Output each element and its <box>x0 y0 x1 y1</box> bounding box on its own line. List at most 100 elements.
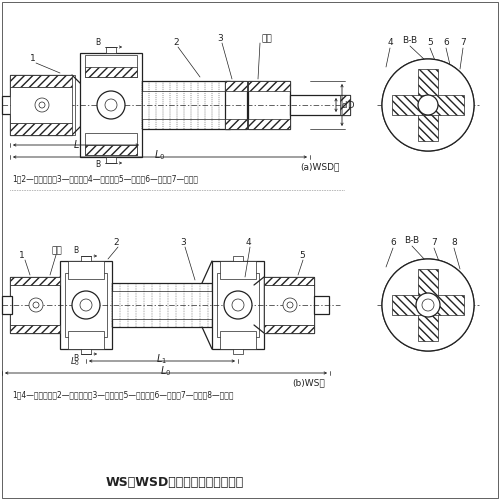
Text: $L_0$: $L_0$ <box>160 364 172 378</box>
Circle shape <box>382 59 474 151</box>
Bar <box>264 285 314 325</box>
Bar <box>112 291 212 319</box>
Bar <box>248 81 290 91</box>
Bar <box>142 91 230 119</box>
Bar <box>65 273 107 337</box>
Text: 标志: 标志 <box>262 34 272 43</box>
Bar <box>225 81 247 129</box>
Bar <box>392 95 464 115</box>
Circle shape <box>33 302 39 308</box>
Text: 4: 4 <box>387 38 393 47</box>
Text: 8: 8 <box>451 238 457 247</box>
Text: WS、WSD型十字轴式万向联轴器: WS、WSD型十字轴式万向联轴器 <box>106 476 244 488</box>
Bar <box>248 81 290 129</box>
Bar <box>392 295 464 315</box>
Text: $L_0$: $L_0$ <box>70 356 80 368</box>
Circle shape <box>287 302 293 308</box>
Text: 1: 1 <box>19 251 25 260</box>
Text: 4: 4 <box>245 238 251 247</box>
Circle shape <box>232 299 244 311</box>
Bar <box>10 75 72 87</box>
Circle shape <box>97 91 125 119</box>
Bar <box>10 325 60 333</box>
Bar <box>65 75 75 135</box>
Text: B: B <box>73 246 78 255</box>
Text: 1、2—半联轴器；3—圆锥销；4—十字轴；5—销钉；6—套筒；7—圆柱销: 1、2—半联轴器；3—圆锥销；4—十字轴；5—销钉；6—套筒；7—圆柱销 <box>12 174 198 183</box>
Bar <box>233 349 243 354</box>
Bar <box>2 296 12 314</box>
Bar <box>85 133 137 155</box>
Circle shape <box>80 299 92 311</box>
Bar <box>264 277 314 285</box>
Bar <box>68 261 104 279</box>
Text: B-B: B-B <box>402 36 417 45</box>
Bar <box>233 256 243 261</box>
Text: $L_1$: $L_1$ <box>156 352 168 366</box>
Bar <box>81 349 91 354</box>
Bar <box>225 81 247 91</box>
Text: 7: 7 <box>431 238 437 247</box>
Bar <box>10 277 60 285</box>
Text: 3: 3 <box>217 34 223 43</box>
Bar <box>142 81 230 129</box>
Text: 6: 6 <box>443 38 449 47</box>
Text: 5: 5 <box>427 38 433 47</box>
Bar <box>85 55 137 77</box>
Circle shape <box>418 95 438 115</box>
Text: (a)WSD型: (a)WSD型 <box>300 162 340 171</box>
Bar <box>10 87 72 123</box>
Bar <box>112 283 212 327</box>
Bar <box>225 119 247 129</box>
Text: 7: 7 <box>460 38 466 47</box>
Text: 2: 2 <box>113 238 119 247</box>
Bar <box>220 331 256 349</box>
Circle shape <box>39 102 45 108</box>
Bar <box>2 96 12 114</box>
Text: 6: 6 <box>390 238 396 247</box>
Circle shape <box>382 259 474 351</box>
Text: B: B <box>73 354 78 363</box>
Bar <box>264 325 314 333</box>
Circle shape <box>29 298 43 312</box>
Bar <box>106 157 116 163</box>
Text: 2: 2 <box>173 38 179 47</box>
Circle shape <box>416 293 440 317</box>
Bar <box>85 145 137 155</box>
Bar <box>10 277 60 333</box>
Bar <box>212 261 264 349</box>
Bar <box>85 67 137 77</box>
Text: (b)WS型: (b)WS型 <box>292 378 325 387</box>
Circle shape <box>422 299 434 311</box>
Circle shape <box>72 291 100 319</box>
Bar <box>106 47 116 53</box>
Bar <box>314 296 329 314</box>
Circle shape <box>35 98 49 112</box>
Text: 1: 1 <box>30 54 36 63</box>
Bar <box>418 269 438 341</box>
Text: 1、4—半联轴器；2—又形接头；3—圆锥销；5—十字轴；6—销钉；7—套筒；8—圆柱销: 1、4—半联轴器；2—又形接头；3—圆锥销；5—十字轴；6—销钉；7—套筒；8—… <box>12 390 234 399</box>
Text: B: B <box>95 38 100 47</box>
Text: 5: 5 <box>299 251 305 260</box>
Text: B: B <box>95 160 100 169</box>
Bar <box>80 53 142 157</box>
Text: 标志: 标志 <box>52 246 63 255</box>
Text: 3: 3 <box>180 238 186 247</box>
Text: $L_0$: $L_0$ <box>154 148 166 162</box>
Circle shape <box>105 99 117 111</box>
Text: B-B: B-B <box>404 236 419 245</box>
Bar <box>340 95 350 115</box>
Bar <box>418 69 438 141</box>
Bar <box>10 75 72 135</box>
Text: D: D <box>347 100 354 110</box>
Text: $L$: $L$ <box>72 138 80 150</box>
Circle shape <box>283 298 297 312</box>
Bar <box>60 261 112 349</box>
Text: d: d <box>341 100 346 110</box>
Bar <box>264 277 314 333</box>
Bar <box>217 273 259 337</box>
Bar <box>220 261 256 279</box>
Bar <box>68 331 104 349</box>
Bar <box>81 256 91 261</box>
Bar <box>248 119 290 129</box>
Bar <box>10 285 60 325</box>
